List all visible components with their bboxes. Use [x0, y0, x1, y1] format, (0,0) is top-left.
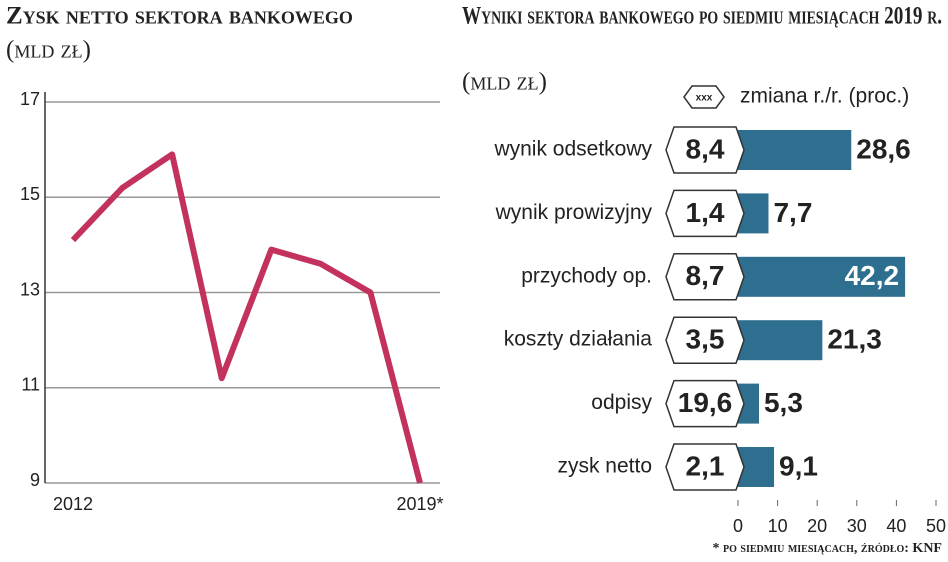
- y-tick-label: 13: [20, 279, 40, 299]
- y-tick-label: 9: [30, 470, 40, 490]
- bar: [738, 383, 759, 424]
- footnote: * po siedmiu miesiącach, źródło: KNF: [713, 541, 942, 556]
- category-label: koszty działania: [504, 328, 653, 351]
- value-label: 5,3: [764, 387, 803, 418]
- x-tick-label: 2019*: [396, 494, 443, 514]
- x-tick-label: 40: [886, 516, 906, 536]
- legend-label: zmiana r./r. (proc.): [740, 85, 909, 108]
- amount-hexagon: [665, 189, 745, 238]
- x-tick-label: 20: [807, 516, 827, 536]
- amount-hexagon: [665, 443, 745, 491]
- y-tick-label: 11: [21, 375, 40, 395]
- x-tick-label: 50: [926, 516, 946, 536]
- value-label: 21,3: [827, 324, 882, 355]
- bar: [738, 256, 906, 297]
- chart-subtitle: (mld zł): [6, 37, 91, 64]
- amount-label: 1,4: [686, 197, 725, 228]
- x-tick-label: 30: [847, 516, 867, 536]
- amount-label: 8,4: [686, 133, 725, 164]
- amount-label: 2,1: [686, 450, 725, 481]
- category-label: wynik prowizyjny: [495, 201, 653, 224]
- x-tick-label: 2012: [53, 494, 93, 514]
- amount-hexagon: [665, 253, 745, 301]
- category-label: odpisy: [591, 391, 652, 414]
- category-label: przychody op.: [521, 264, 652, 287]
- bar: [738, 320, 823, 361]
- legend-sample: xxx: [696, 93, 713, 104]
- amount-hexagon: [665, 126, 745, 174]
- value-label: 7,7: [773, 197, 812, 228]
- chart-title: Wyniki sektora bankowego po siedmiu mies…: [462, 3, 942, 30]
- bar: [738, 130, 852, 170]
- data-line: [70, 151, 423, 484]
- amount-label: 3,5: [686, 324, 725, 355]
- amount-hexagon: [665, 379, 745, 428]
- category-label: wynik odsetkowy: [493, 138, 652, 161]
- amount-label: 19,6: [678, 387, 733, 418]
- value-label: 9,1: [779, 450, 818, 481]
- amount-hexagon: [665, 316, 745, 364]
- y-tick-label: 17: [20, 89, 40, 109]
- y-tick-label: 15: [20, 184, 40, 204]
- value-label: 42,2: [845, 260, 900, 291]
- x-tick-label: 0: [733, 516, 743, 536]
- amount-label: 8,7: [686, 260, 725, 291]
- chart-subtitle: (mld zł): [462, 69, 547, 96]
- x-tick-label: 10: [768, 516, 788, 536]
- value-label: 28,6: [856, 133, 911, 164]
- category-label: zysk netto: [557, 455, 652, 478]
- chart-title: Zysk netto sektora bankowego: [6, 3, 353, 30]
- legend-hexagon: [683, 85, 725, 109]
